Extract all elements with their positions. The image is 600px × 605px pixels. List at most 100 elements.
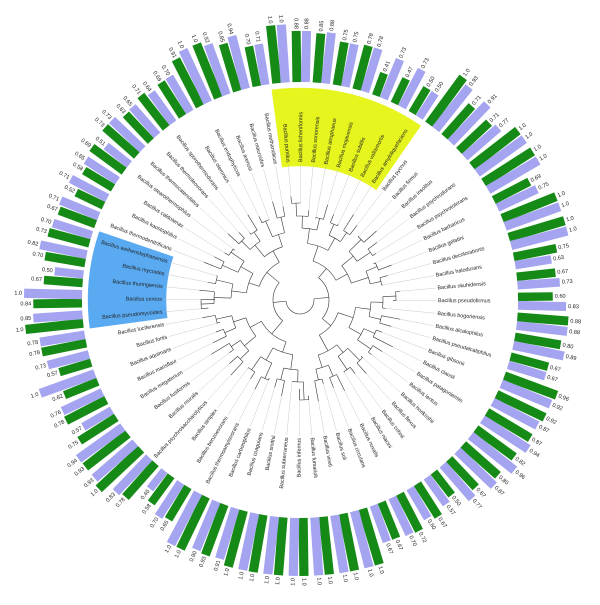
value-label: 0.78 — [115, 497, 127, 509]
value-label: 0.93 — [83, 478, 95, 490]
value-label: 0.50 — [434, 81, 445, 93]
tree-branch — [338, 313, 353, 318]
tree-branch — [308, 210, 309, 216]
value-label: 0.94 — [67, 458, 79, 469]
value-label: 0.78 — [376, 36, 385, 48]
leaf-connector — [391, 326, 430, 337]
leaf-connector — [178, 343, 213, 360]
tree-branch — [281, 381, 284, 397]
species-label: Bacillus bogoriensis — [437, 311, 485, 322]
tree-branch — [329, 224, 334, 235]
value-label: 1.0 — [352, 572, 359, 581]
species-label: Bacillus infernus — [297, 438, 303, 478]
leaf-connector — [377, 219, 409, 243]
value-label: 1.0 — [277, 15, 284, 23]
value-label: 1.0 — [275, 577, 282, 585]
value-label: 1.0 — [539, 153, 549, 162]
leaf-connector — [383, 276, 434, 285]
value-label: 0.88 — [329, 20, 336, 32]
tree-branch — [273, 251, 279, 262]
species-label: Bacillus coagulans — [247, 432, 265, 477]
species-label: Bacillus methanolicus — [263, 113, 278, 165]
value-label: 0.84 — [20, 301, 31, 307]
tree-branch — [259, 217, 262, 223]
tree-branch — [322, 319, 330, 326]
bar — [518, 301, 566, 311]
bar — [301, 31, 311, 82]
species-label: Bacillus halodurans — [435, 264, 482, 278]
value-label: 1.0 — [315, 577, 322, 585]
tree-branch — [275, 379, 278, 388]
value-label: 0.93 — [468, 75, 479, 87]
tree-branch — [323, 205, 327, 219]
tree-branch — [376, 330, 382, 332]
tree-branch — [249, 283, 259, 286]
value-label: 1.0 — [518, 123, 528, 133]
bar-group — [33, 299, 82, 309]
value-label: 0.65 — [160, 520, 171, 532]
tree-branch — [308, 229, 310, 244]
tree-branch — [229, 356, 237, 363]
tree-branch — [383, 296, 396, 297]
value-label: 1.0 — [264, 576, 271, 584]
value-label: 1.0 — [190, 34, 198, 43]
tree-branch — [364, 329, 375, 334]
value-label: 1.0 — [341, 574, 348, 583]
tree-branch — [356, 307, 371, 309]
value-label: 1.0 — [238, 571, 245, 580]
bar — [518, 292, 553, 301]
bar-group — [289, 518, 300, 576]
value-label: 0.87 — [493, 485, 505, 497]
tree-branch — [378, 265, 391, 270]
leaf-connector — [263, 169, 272, 202]
leaf-connector — [173, 332, 216, 348]
value-label: 0.92 — [545, 416, 557, 426]
tree-branch — [380, 323, 392, 326]
value-label: 1.0 — [569, 226, 578, 234]
tree-branch — [318, 355, 322, 367]
tree-branch — [349, 240, 361, 252]
tree-branch — [217, 322, 220, 323]
tree-branch — [314, 297, 329, 298]
tree-branch — [281, 368, 284, 380]
species-label: Bacillus psychrotolerans — [416, 195, 469, 231]
leaf-connector — [357, 192, 382, 225]
tree-branch — [216, 329, 223, 332]
tree-branch — [317, 218, 320, 230]
value-label: 0.75 — [67, 440, 79, 451]
value-label: 0.69 — [79, 138, 91, 149]
value-label: 0.67 — [436, 517, 447, 529]
species-label: Bacillus pseudofirmus — [438, 298, 491, 304]
value-label: 0.91 — [213, 560, 222, 572]
value-label: 0.73 — [420, 57, 430, 69]
leaf-connector — [308, 396, 311, 436]
leaf-connector — [386, 308, 436, 313]
leaf-connector — [345, 391, 360, 422]
bar-group — [518, 292, 553, 301]
tree-branch — [241, 267, 253, 274]
tree-branch — [350, 367, 355, 373]
leaf-connector — [359, 200, 392, 236]
value-label: 1.0 — [566, 215, 575, 223]
leaf-connector — [209, 199, 239, 232]
tree-branch — [228, 234, 239, 244]
tree-branch — [278, 234, 282, 246]
tree-branch — [382, 316, 401, 320]
value-label: 0.52 — [63, 185, 75, 195]
species-label: Bacillus fortis — [136, 335, 168, 349]
leaf-connector — [366, 374, 391, 401]
tree-branch — [373, 337, 393, 347]
value-label: 0.94 — [225, 23, 234, 35]
tree-branch — [291, 355, 293, 370]
tree-branch — [240, 351, 249, 359]
value-label: 0.70 — [40, 217, 52, 226]
tree-branch — [250, 321, 261, 327]
leaf-connector — [382, 351, 415, 372]
value-label: 0.67 — [546, 375, 558, 384]
leaf-connector — [287, 382, 292, 436]
species-label: Bacillus soli — [334, 432, 347, 461]
leaf-connector — [166, 318, 202, 325]
value-label: 0.70 — [149, 517, 160, 529]
value-label: 0.57 — [445, 504, 456, 516]
value-label: 0.96 — [557, 394, 569, 403]
